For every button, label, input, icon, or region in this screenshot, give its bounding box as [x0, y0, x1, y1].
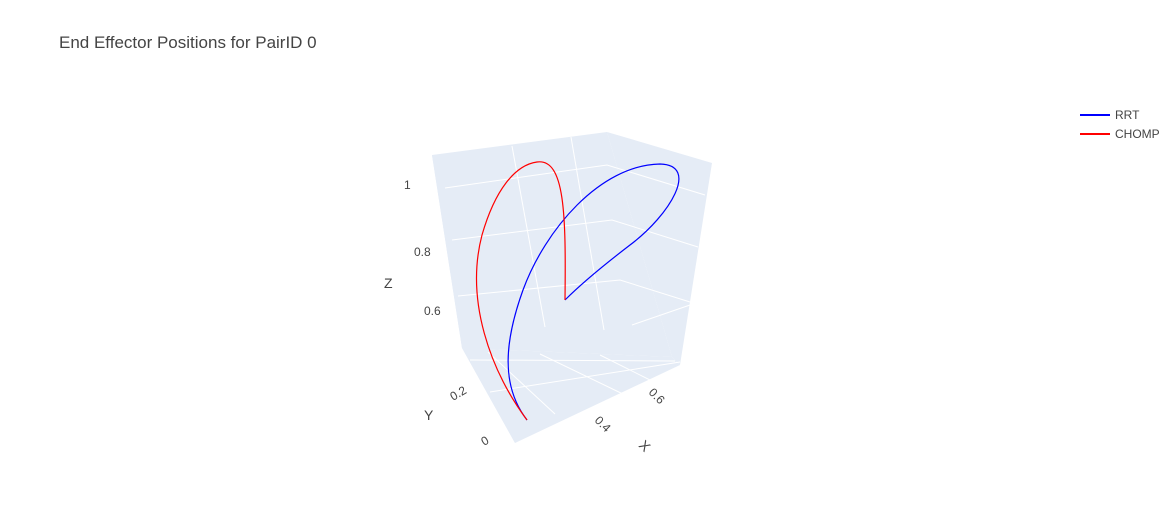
legend-label-chomp: CHOMP — [1115, 127, 1160, 141]
pane-floor — [462, 348, 680, 443]
z-axis-title: Z — [384, 275, 393, 291]
scene-panes — [432, 132, 712, 443]
gridline — [487, 351, 556, 415]
gridline — [489, 361, 681, 393]
y-tick-label: 0.2 — [448, 383, 470, 404]
legend-swatch-chomp — [1080, 133, 1110, 135]
chart-title: End Effector Positions for PairID 0 — [59, 33, 317, 52]
gridline — [451, 219, 699, 248]
series-line-rrt — [507, 163, 680, 421]
z-tick-label: 0.6 — [424, 304, 441, 318]
x-tick-label: 0.6 — [646, 385, 668, 407]
gridline — [511, 145, 546, 328]
x-axis-title: X — [636, 437, 654, 455]
y-axis-title: Y — [424, 407, 434, 423]
gridline — [457, 279, 691, 303]
series-line-chomp — [476, 161, 566, 421]
x-tick-label: 0.4 — [592, 413, 614, 435]
z-tick-label: 1 — [404, 178, 411, 192]
legend-item-chomp[interactable]: CHOMP — [1080, 127, 1160, 141]
legend-label-rrt: RRT — [1115, 108, 1140, 122]
series-lines — [476, 161, 680, 421]
gridline — [469, 359, 676, 362]
gridline — [631, 304, 691, 326]
legend-item-rrt[interactable]: RRT — [1080, 108, 1139, 122]
scene-gridlines — [444, 136, 706, 415]
legend-swatch-rrt — [1080, 114, 1110, 116]
y-tick-label: 0 — [479, 433, 492, 449]
gridline — [444, 164, 706, 196]
pane-back — [432, 132, 672, 357]
z-tick-label: 0.8 — [414, 245, 431, 259]
